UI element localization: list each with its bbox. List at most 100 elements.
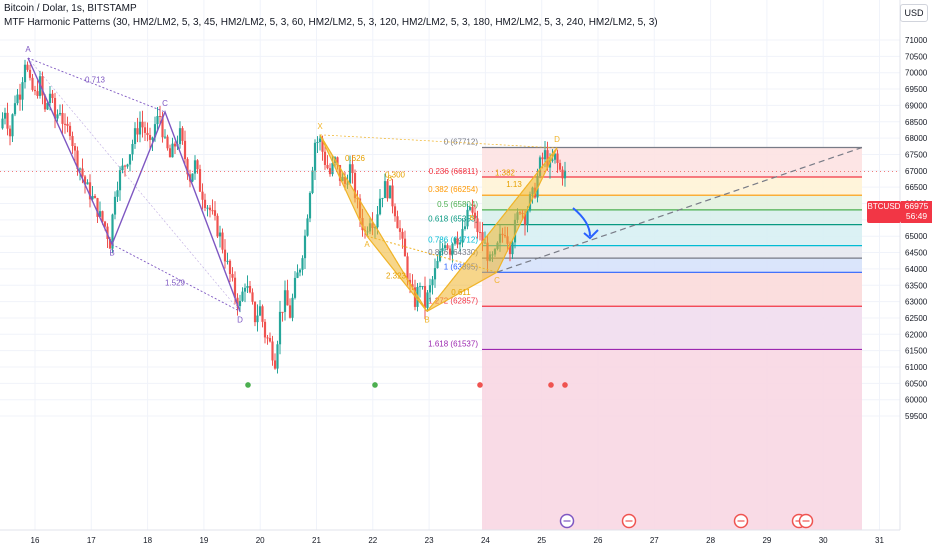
candle-body bbox=[526, 210, 529, 225]
candle-body bbox=[21, 82, 24, 100]
candle-body bbox=[468, 207, 472, 210]
candle-body bbox=[508, 243, 512, 255]
gold-pattern-xb bbox=[319, 134, 428, 312]
candle-body bbox=[401, 231, 404, 239]
time-axis[interactable]: 16 17 18 19 20 21 22 23 24 25 26 27 28 29 30 31 bbox=[0, 529, 900, 545]
purple-pattern-legs bbox=[27, 57, 241, 312]
purple-pattern-ratio: 1.529 bbox=[165, 278, 186, 287]
fib-band bbox=[482, 306, 862, 350]
candle-body bbox=[208, 207, 212, 211]
candle-body bbox=[281, 311, 284, 313]
gold-pattern-point: D bbox=[554, 135, 560, 144]
purple-pattern-point: D bbox=[237, 315, 243, 324]
candle-body bbox=[428, 285, 432, 293]
fib-level-label: 0.786 (64712) bbox=[428, 236, 478, 245]
candle-body bbox=[56, 114, 59, 119]
candle-body bbox=[191, 173, 194, 182]
candle-body bbox=[13, 103, 17, 115]
candle-body bbox=[271, 341, 274, 361]
gold-pattern-ratio: 1.13 bbox=[506, 180, 522, 189]
gold-pattern-xab bbox=[319, 134, 428, 312]
candle-body bbox=[51, 93, 54, 98]
candle-body bbox=[541, 157, 544, 160]
candle-body bbox=[378, 198, 382, 215]
y-tick-label: 64500 bbox=[905, 249, 928, 258]
gold-pattern-bd bbox=[426, 147, 558, 312]
candle-body bbox=[203, 199, 207, 208]
x-tick-label: 31 bbox=[875, 536, 884, 545]
candle-body bbox=[236, 297, 239, 307]
x-tick-label: 27 bbox=[650, 536, 659, 545]
candle-body bbox=[226, 260, 229, 262]
candle-body bbox=[266, 337, 269, 339]
y-tick-label: 71000 bbox=[905, 36, 928, 45]
x-tick-label: 30 bbox=[819, 536, 828, 545]
candle-body bbox=[128, 154, 132, 165]
candle-body bbox=[1, 118, 4, 129]
candle-body bbox=[546, 150, 549, 168]
price-axis-bg bbox=[900, 0, 932, 550]
gold-pattern-ac bbox=[366, 235, 498, 273]
candle-body bbox=[121, 165, 124, 171]
y-tick-label: 60000 bbox=[905, 396, 928, 405]
candle-body bbox=[33, 89, 37, 92]
purple-pattern-point: C bbox=[162, 99, 168, 108]
candle-body bbox=[328, 168, 332, 175]
candle-body bbox=[66, 123, 69, 126]
candle-body bbox=[113, 196, 117, 215]
candle-body bbox=[443, 245, 447, 249]
candle-body bbox=[93, 195, 97, 199]
candle-body bbox=[551, 159, 554, 161]
candle-body bbox=[63, 123, 67, 125]
candle-body bbox=[326, 164, 329, 169]
x-tick-label: 16 bbox=[31, 536, 40, 545]
candle-body bbox=[426, 292, 429, 308]
candle-body bbox=[436, 260, 439, 269]
candle-body bbox=[386, 181, 389, 199]
purple-pattern-ac bbox=[27, 57, 166, 113]
y-tick-label: 60500 bbox=[905, 379, 928, 388]
candle-body bbox=[58, 112, 62, 115]
candle-body bbox=[321, 138, 324, 152]
candle-body bbox=[161, 116, 164, 138]
candle-body bbox=[441, 248, 444, 252]
x-tick-label: 18 bbox=[143, 536, 152, 545]
candle-body bbox=[423, 286, 427, 308]
symbol-title: Bitcoin / Dolar, 1s, BITSTAMP bbox=[4, 3, 137, 14]
candle-body bbox=[261, 306, 264, 322]
candle-body bbox=[276, 344, 279, 369]
price-axis[interactable]: 71000 70500 70000 69500 69000 68500 68000 67500… bbox=[899, 0, 932, 550]
candle-body bbox=[68, 125, 72, 137]
purple-pattern-ratio: 0.713 bbox=[85, 76, 106, 85]
candle-body bbox=[298, 269, 302, 273]
candle-body bbox=[293, 277, 297, 298]
candle-body bbox=[198, 169, 202, 192]
gold-pattern-point: A bbox=[364, 240, 370, 249]
gold-pattern-extra-label: B bbox=[388, 176, 393, 183]
candle-body bbox=[23, 64, 27, 83]
x-tick-label: 21 bbox=[312, 536, 321, 545]
candle-body bbox=[388, 185, 392, 199]
candle-body bbox=[323, 151, 327, 165]
candle-body bbox=[278, 311, 282, 345]
fib-band bbox=[482, 176, 862, 196]
candle-body bbox=[458, 242, 462, 245]
y-tick-label: 68500 bbox=[905, 118, 928, 127]
candle-body bbox=[283, 290, 287, 312]
gold-pattern-ratio: 0.611 bbox=[451, 288, 471, 297]
candle-body bbox=[213, 210, 217, 216]
candle-body bbox=[133, 128, 137, 144]
fib-level-label: 1.618 (61537) bbox=[428, 339, 478, 348]
candle-body bbox=[406, 256, 409, 280]
y-tick-label: 66500 bbox=[905, 183, 928, 192]
purple-pattern-point: A bbox=[25, 45, 31, 54]
candle-body bbox=[253, 301, 257, 323]
y-tick-label: 67500 bbox=[905, 150, 928, 159]
candle-body bbox=[438, 251, 442, 261]
fib-level-label: 0.618 (65353) bbox=[428, 215, 478, 224]
candle-body bbox=[543, 150, 547, 160]
candle-body bbox=[216, 215, 219, 237]
candle-body bbox=[511, 242, 514, 255]
currency-button[interactable]: USD bbox=[900, 4, 928, 22]
